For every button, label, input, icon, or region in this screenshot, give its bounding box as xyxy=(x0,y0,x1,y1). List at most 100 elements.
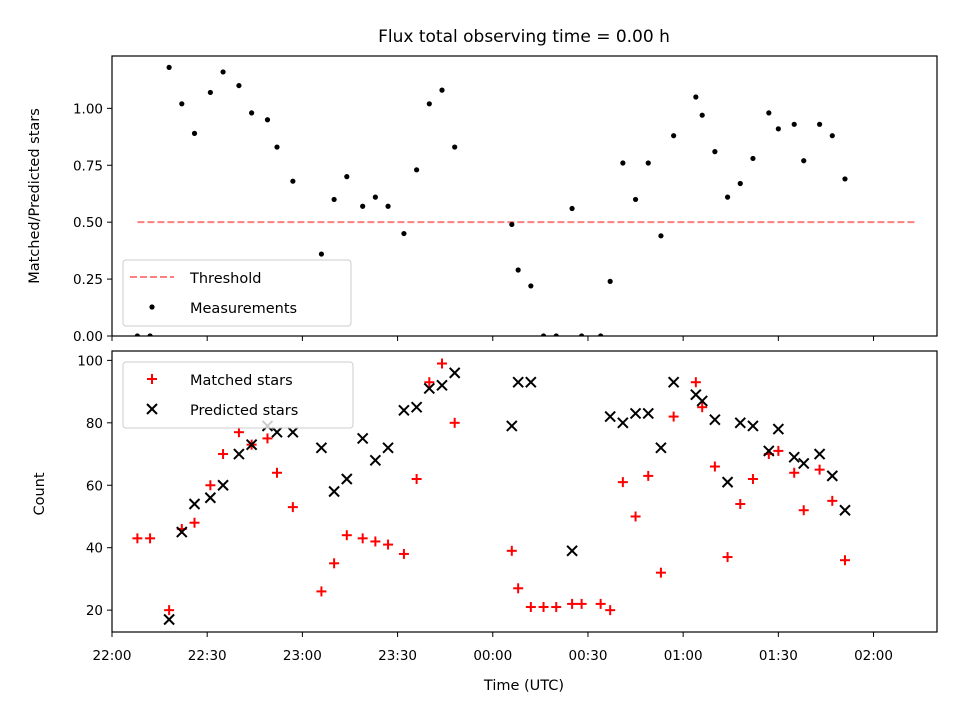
measurements-legend-label: Measurements xyxy=(190,301,297,317)
predicted-star-marker xyxy=(423,382,436,395)
predicted-legend-label: Predicted stars xyxy=(190,403,298,419)
top-y-tick-label: 0.00 xyxy=(73,329,103,345)
measurement-point xyxy=(318,251,325,257)
predicted-star-marker xyxy=(341,473,353,485)
measurement-point xyxy=(750,155,756,162)
top-axes-frame xyxy=(111,55,938,337)
matched-star-marker xyxy=(411,474,422,485)
matched-star-marker xyxy=(643,470,654,481)
measurement-point xyxy=(452,144,458,150)
measurement-point xyxy=(693,94,699,100)
measurement-point xyxy=(426,101,432,107)
predicted-star-marker xyxy=(721,476,734,488)
predicted-star-marker xyxy=(369,454,382,466)
measurement-point xyxy=(553,333,559,336)
matched-star-marker xyxy=(287,502,298,513)
measurement-point xyxy=(540,333,547,336)
predicted-star-marker xyxy=(217,479,229,491)
matched-star-marker xyxy=(370,536,381,547)
measurement-point xyxy=(579,333,585,336)
measurement-point xyxy=(179,101,185,107)
matched-star-marker xyxy=(567,598,578,609)
measurement-point xyxy=(766,110,772,116)
measurement-point xyxy=(569,205,575,212)
predicted-star-marker xyxy=(315,442,328,454)
predicted-star-marker xyxy=(655,442,667,454)
matched-star-marker xyxy=(814,464,825,475)
matched-star-marker xyxy=(437,358,447,369)
measurement-point xyxy=(290,178,296,184)
predicted-star-marker xyxy=(163,613,175,626)
matched-star-marker xyxy=(735,498,746,509)
bottom-y-tick-label: 40 xyxy=(86,541,103,557)
matched-star-marker xyxy=(341,530,352,541)
bottom-y-tick-label: 80 xyxy=(86,416,103,432)
matched-star-marker xyxy=(506,545,517,556)
predicted-star-marker xyxy=(448,367,461,379)
predicted-legend-swatch xyxy=(146,403,158,415)
matched-star-marker xyxy=(357,533,368,544)
matched-star-marker xyxy=(218,449,229,460)
predicted-star-marker xyxy=(629,407,642,420)
predicted-star-marker xyxy=(204,492,217,504)
predicted-star-marker xyxy=(525,376,537,388)
measurement-point xyxy=(236,82,242,89)
matched-star-marker xyxy=(329,558,340,569)
x-tick-label: 01:00 xyxy=(664,648,703,664)
matched-star-marker xyxy=(789,467,800,478)
top-plot-area xyxy=(134,64,915,336)
measurement-point xyxy=(166,64,172,70)
measurement-point xyxy=(645,160,651,166)
top-y-tick-label: 0.25 xyxy=(73,272,103,288)
measurement-point xyxy=(607,278,613,284)
predicted-star-marker xyxy=(287,426,299,438)
measurement-point xyxy=(134,333,140,336)
measurement-point xyxy=(632,196,639,203)
measurement-point xyxy=(620,160,626,166)
x-tick-label: 01:30 xyxy=(759,648,798,664)
matched-star-marker xyxy=(262,433,273,444)
bottom-y-tick-label: 60 xyxy=(86,478,103,494)
predicted-star-marker xyxy=(398,404,410,417)
predicted-star-marker xyxy=(667,376,680,388)
matched-star-marker xyxy=(233,427,244,438)
x-tick-label: 23:30 xyxy=(378,648,417,664)
predicted-star-marker xyxy=(642,407,654,420)
predicted-star-marker xyxy=(233,448,245,460)
measurement-point xyxy=(220,69,226,75)
predicted-star-marker xyxy=(788,451,800,463)
top-y-axis-label: Matched/Predicted stars xyxy=(27,108,43,284)
matched-star-marker xyxy=(697,402,708,413)
measurement-point xyxy=(439,87,445,93)
measurements-legend-swatch xyxy=(149,304,155,310)
measurement-point xyxy=(401,230,407,237)
matched-star-marker xyxy=(424,377,435,388)
x-tick-label: 22:00 xyxy=(93,648,132,664)
predicted-star-marker xyxy=(512,376,524,388)
predicted-star-marker xyxy=(356,432,369,445)
predicted-star-marker xyxy=(188,498,201,510)
predicted-star-marker xyxy=(245,438,258,451)
measurement-point xyxy=(671,133,677,139)
measurement-point xyxy=(207,89,213,96)
measurement-point xyxy=(737,180,743,187)
bottom-y-tick-label: 100 xyxy=(77,353,103,369)
matched-star-marker xyxy=(145,533,156,544)
measurement-point xyxy=(712,149,718,155)
matched-star-marker xyxy=(630,511,641,522)
predicted-star-marker xyxy=(506,420,518,432)
measurement-point xyxy=(372,194,378,200)
matched-star-marker xyxy=(525,602,536,613)
threshold-legend-label: Threshold xyxy=(189,271,261,287)
x-tick-label: 02:00 xyxy=(854,648,893,664)
matched-star-marker xyxy=(668,411,679,422)
measurement-point xyxy=(147,333,153,336)
predicted-star-marker xyxy=(798,457,810,470)
matched-star-marker xyxy=(398,548,409,559)
matched-star-marker xyxy=(551,602,562,613)
measurement-point xyxy=(775,126,781,132)
bottom-panel: 20 40 60 80 100 22:00 22:30 23:00 23:30 00:00 00:3… xyxy=(77,350,938,664)
measurement-point xyxy=(791,121,797,127)
